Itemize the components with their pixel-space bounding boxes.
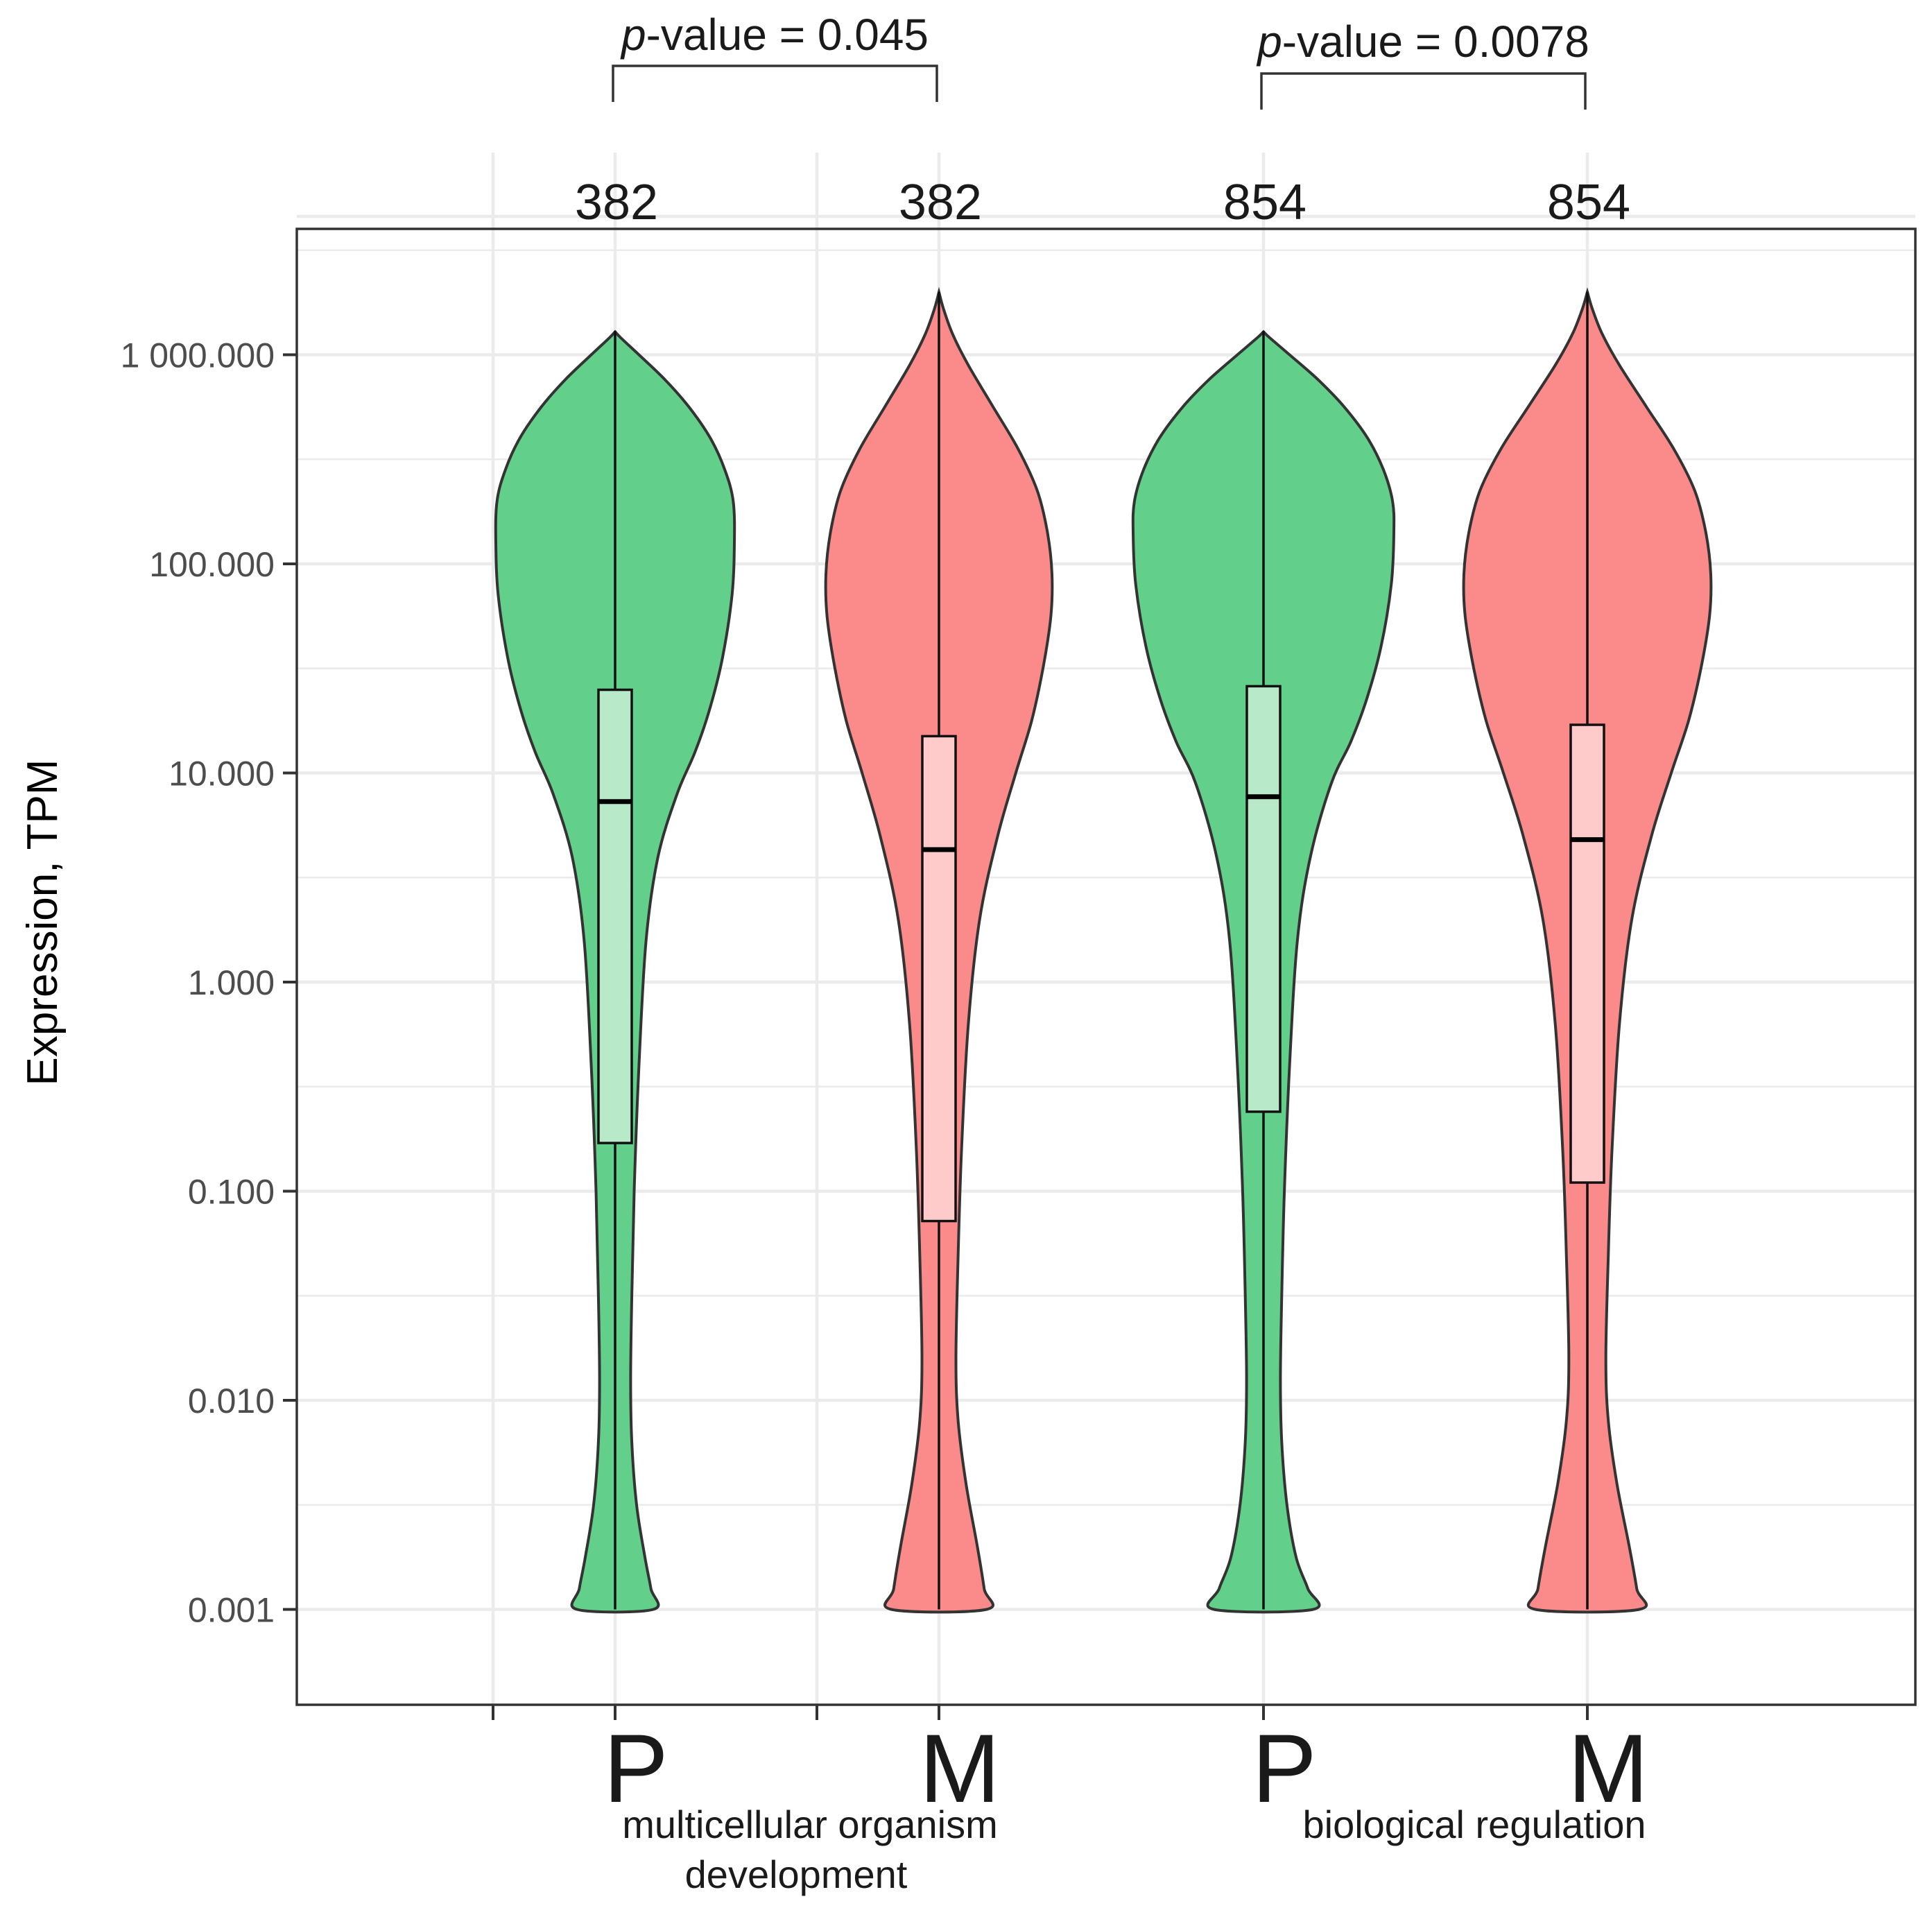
count-label: 382	[575, 175, 658, 230]
p-value-label: p-value = 0.045	[620, 10, 929, 60]
grid-layer	[297, 153, 1915, 1705]
x-category-label: M	[920, 1714, 1001, 1823]
count-label: 854	[1547, 175, 1630, 230]
x-category-label: P	[1252, 1714, 1316, 1823]
p-symbol: p	[620, 10, 646, 60]
p-value-label: p-value = 0.0078	[1256, 17, 1589, 67]
count-label: 854	[1223, 175, 1306, 230]
significance-bracket	[612, 65, 938, 102]
axis-layer: 382 P 382 M 854 P 854 M 0.001 0.010 0.100 1.000 10.0…	[121, 10, 1649, 1896]
significance-bracket	[1260, 72, 1587, 110]
x-category-label: P	[603, 1714, 668, 1823]
y-tick-label: 1 000.000	[121, 336, 275, 375]
box-iqr	[1245, 685, 1282, 1113]
y-axis-label: Expression, TPM	[19, 759, 67, 1086]
violin-layer	[494, 286, 1713, 1614]
panel-frame	[295, 227, 1917, 1706]
box-iqr	[1569, 723, 1605, 1184]
y-tick-label: 1.000	[188, 963, 275, 1002]
y-tick-label: 100.000	[149, 545, 275, 584]
box-iqr	[597, 688, 633, 1144]
y-tick-label: 0.100	[188, 1173, 275, 1212]
p-value-text: -value = 0.045	[646, 10, 929, 60]
x-category-label: M	[1568, 1714, 1649, 1823]
count-label: 382	[899, 175, 982, 230]
box-iqr	[921, 734, 957, 1223]
y-tick-label: 0.001	[188, 1591, 275, 1630]
group-label: multicellular organism	[622, 1803, 998, 1846]
p-value-text: -value = 0.0078	[1282, 17, 1589, 67]
y-tick-label: 10.000	[169, 755, 275, 793]
group-label-line2: development	[685, 1852, 908, 1896]
p-symbol: p	[1256, 17, 1282, 67]
y-tick-label: 0.010	[188, 1382, 275, 1420]
group-label: biological regulation	[1302, 1803, 1646, 1846]
